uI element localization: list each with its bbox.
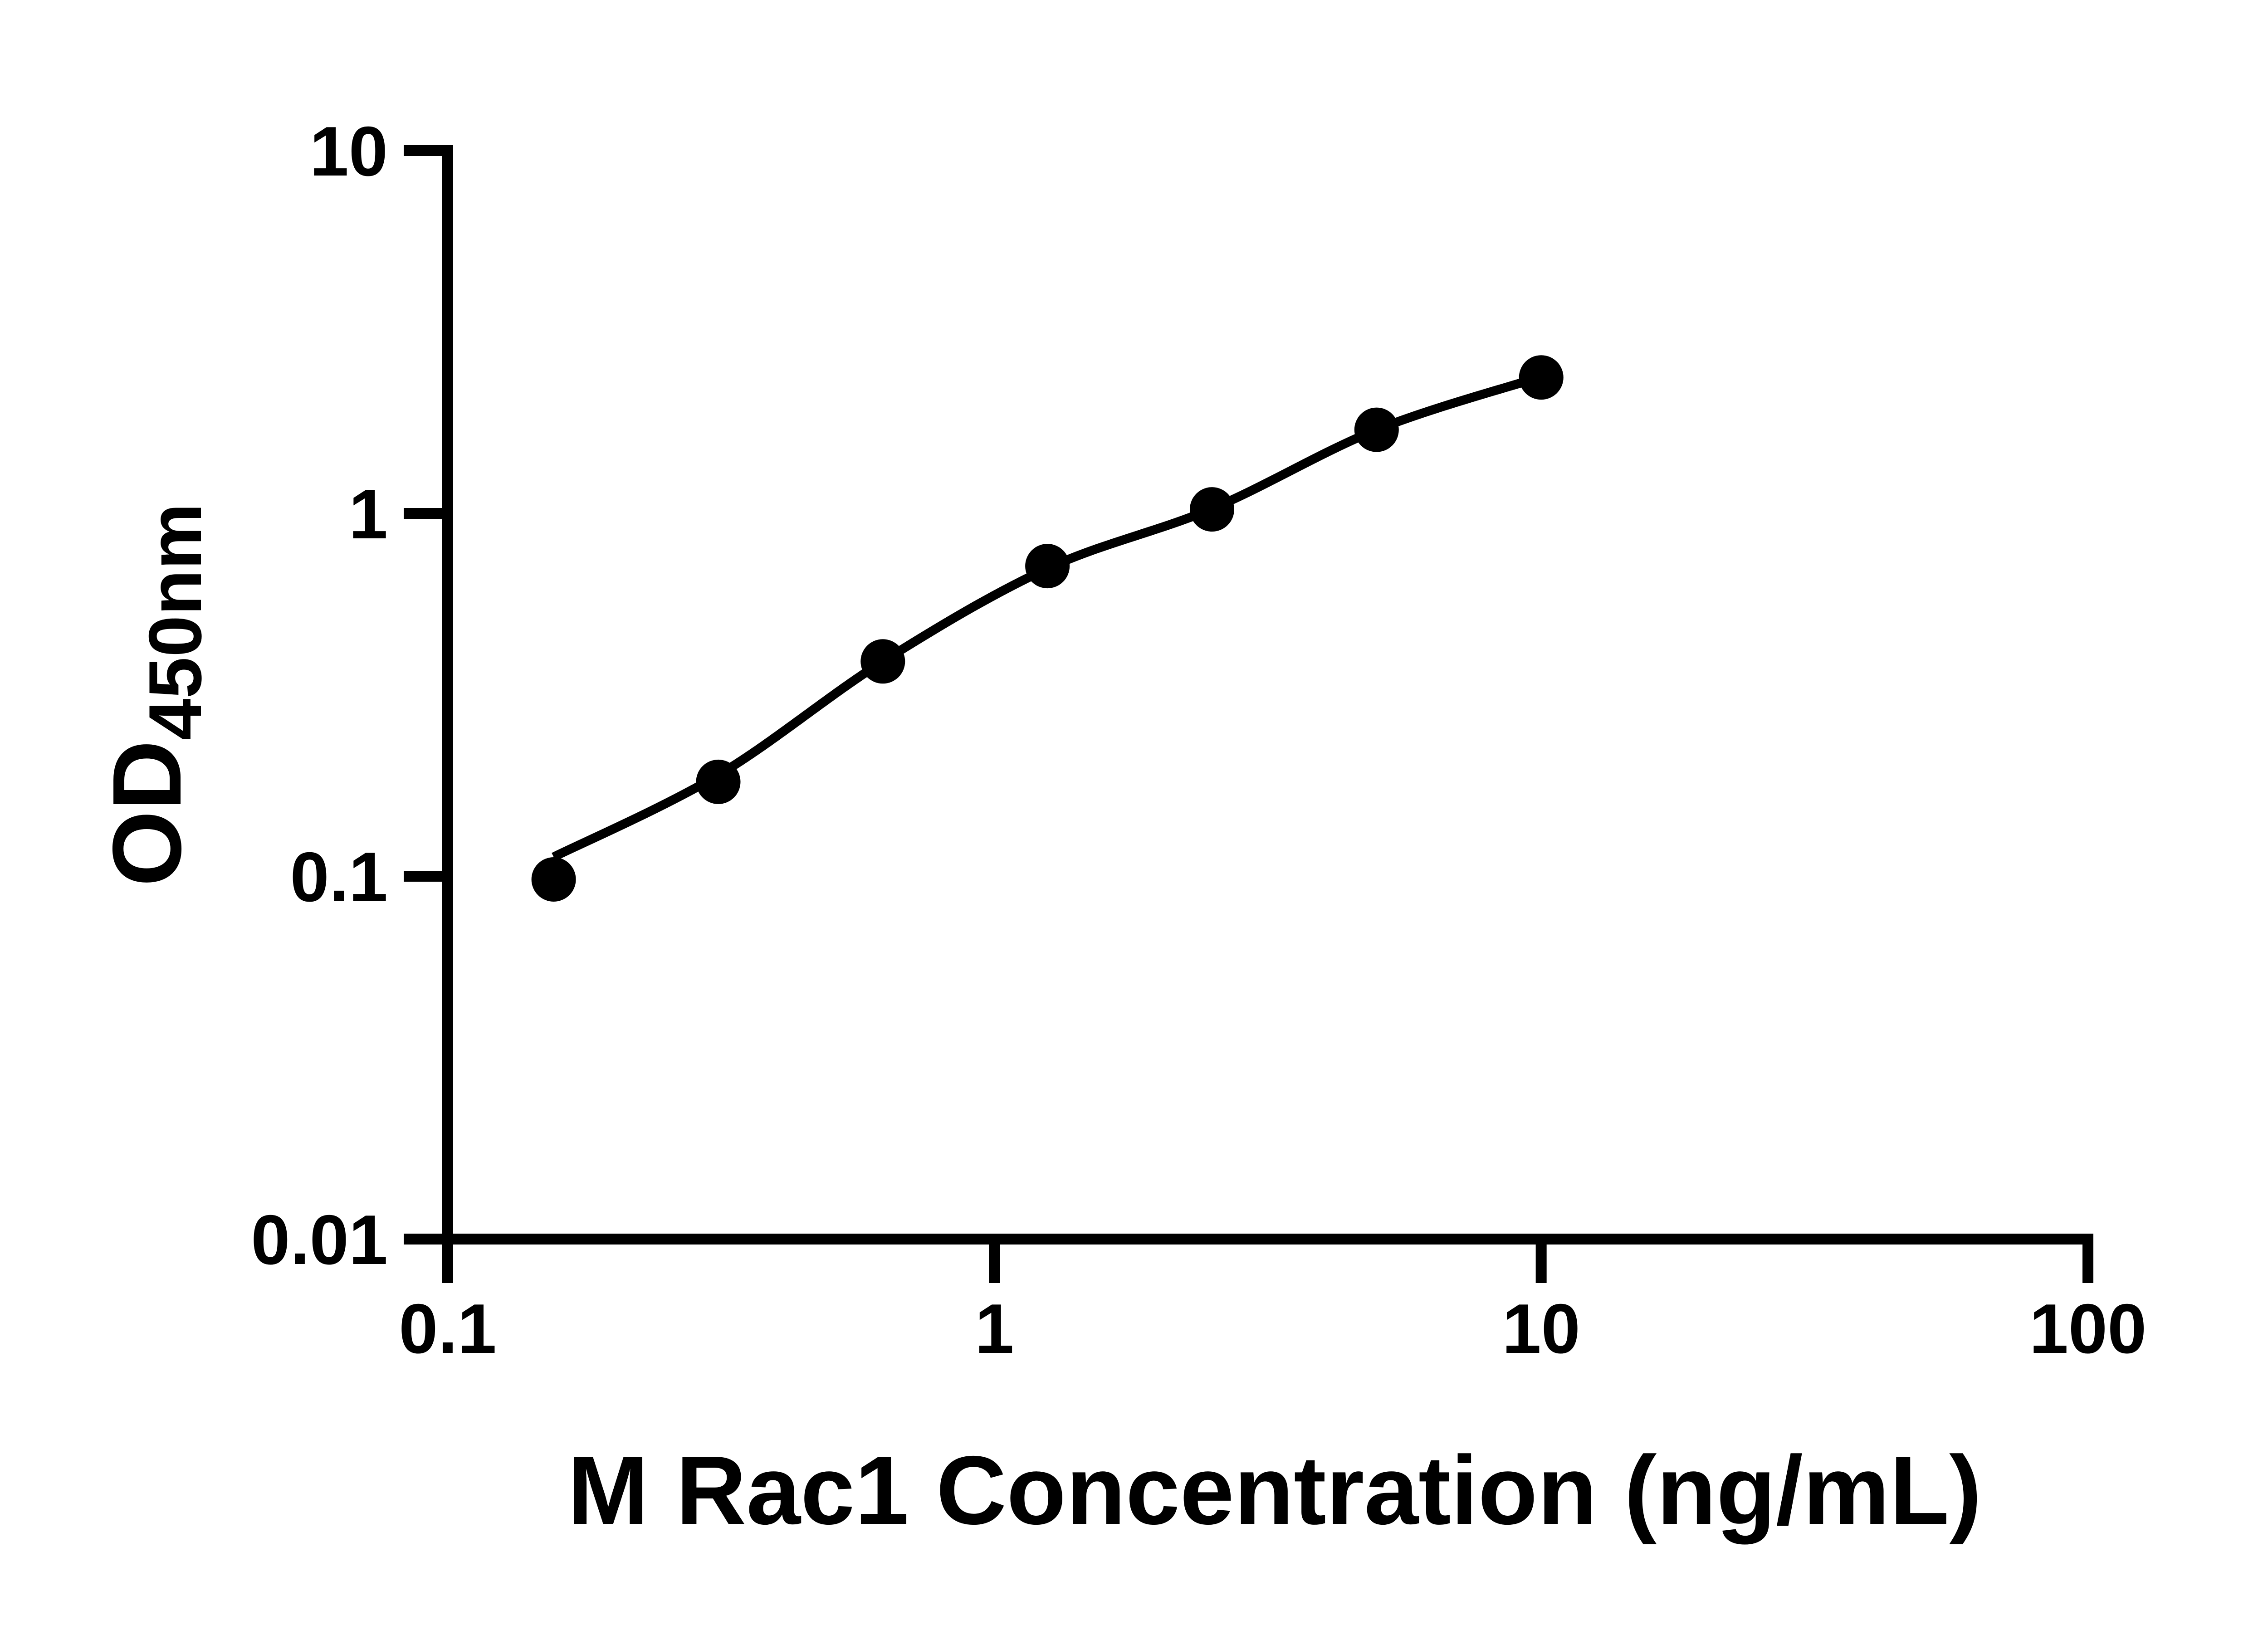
y-axis-title: OD450nm (92, 503, 217, 886)
x-axis-title: M Rac1 Concentration (ng/mL) (567, 1435, 1982, 1545)
data-point-marker (1190, 487, 1234, 532)
data-point-marker (1025, 544, 1070, 589)
data-point-marker (531, 857, 576, 902)
y-axis-title-subscript: 450nm (133, 503, 217, 740)
data-point-marker (696, 759, 741, 804)
y-axis-ticks (404, 145, 453, 1245)
data-point-marker (860, 639, 905, 684)
y-axis-tick-labels: 10 1 0.1 0.01 (251, 112, 388, 1279)
y-tick-label: 0.1 (290, 838, 388, 916)
x-tick-label: 100 (2029, 1289, 2147, 1368)
data-points (531, 355, 1564, 902)
x-tick-label: 10 (1502, 1289, 1580, 1368)
y-axis-title-main: OD (92, 740, 201, 887)
x-tick-label: 1 (975, 1289, 1014, 1368)
y-tick-label: 1 (349, 475, 388, 553)
data-point-marker (1354, 407, 1399, 452)
y-tick-label: 10 (310, 112, 388, 190)
x-axis-tick-labels: 0.1 1 10 100 (399, 1289, 2146, 1368)
y-tick-label: 0.01 (251, 1201, 388, 1279)
axes (442, 145, 2093, 1245)
data-point-marker (1519, 355, 1564, 400)
x-axis-ticks (442, 1239, 2093, 1283)
x-tick-label: 0.1 (399, 1289, 496, 1368)
